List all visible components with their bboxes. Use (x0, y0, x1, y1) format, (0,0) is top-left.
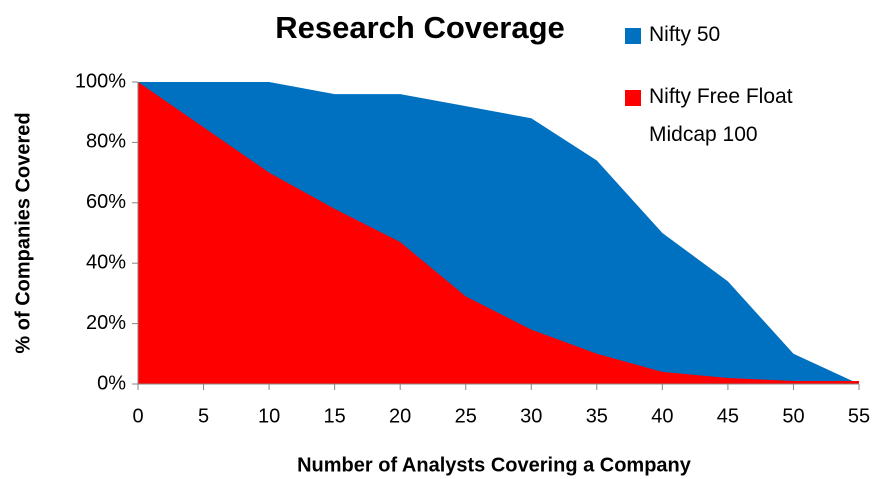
x-tick-label: 10 (258, 405, 280, 427)
x-tick-label: 25 (455, 405, 477, 427)
area (138, 82, 859, 384)
y-tick-label: 20% (86, 312, 126, 334)
y-tick-label: 0% (97, 372, 126, 394)
x-tick-label: 45 (717, 405, 739, 427)
chart-title: Research Coverage (275, 10, 565, 45)
legend-item: Nifty 50 (625, 16, 815, 54)
x-tick-label: 5 (198, 405, 209, 427)
legend-swatch (625, 90, 641, 106)
legend-swatch (625, 28, 641, 44)
y-tick-label: 40% (86, 251, 126, 273)
y-tick-label: 60% (86, 191, 126, 213)
x-tick-label: 0 (132, 405, 143, 427)
x-tick-label: 30 (520, 405, 542, 427)
x-tick-label: 35 (586, 405, 608, 427)
legend-label: Nifty 50 (649, 23, 721, 46)
x-tick-label: 20 (389, 405, 411, 427)
legend-item: Nifty Free Float Midcap 100 (625, 78, 815, 154)
x-tick-label: 40 (651, 405, 673, 427)
y-tick-label: 80% (86, 131, 126, 153)
x-tick-label: 50 (782, 405, 804, 427)
legend: Nifty 50 Nifty Free Float Midcap 100 (625, 16, 815, 178)
y-tick-label: 100% (75, 70, 126, 92)
legend-label: Nifty Free Float Midcap 100 (649, 85, 793, 146)
y-axis-label: % of Companies Covered (12, 112, 34, 353)
x-axis-label: Number of Analysts Covering a Company (297, 454, 692, 476)
x-tick-label: 55 (848, 405, 870, 427)
x-tick-label: 15 (324, 405, 346, 427)
